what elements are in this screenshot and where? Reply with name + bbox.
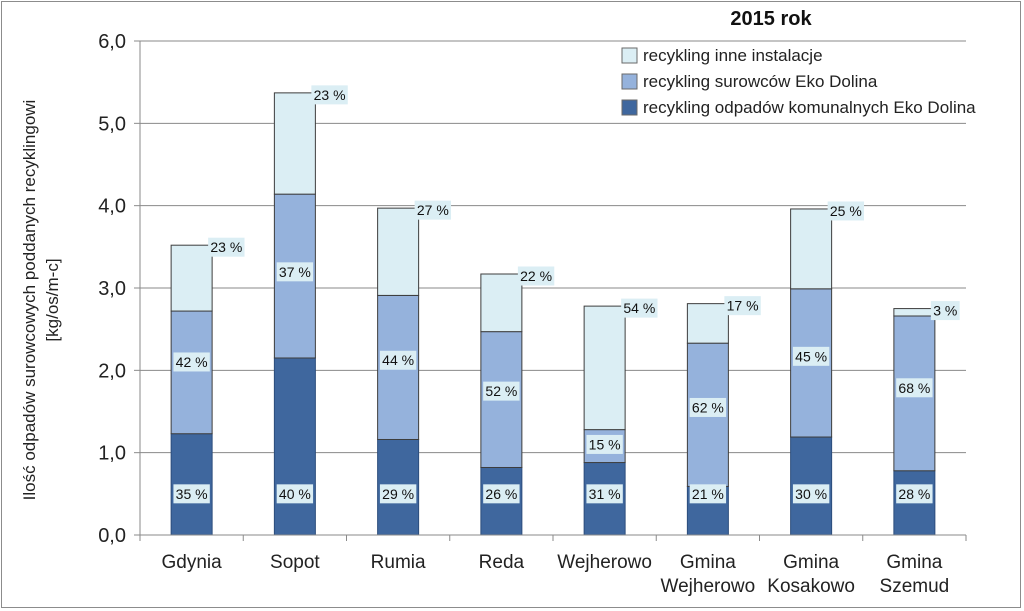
data-label: 52 % — [485, 383, 517, 399]
data-label-box — [208, 237, 245, 257]
y-tick-label: 6,0 — [98, 31, 126, 53]
bar-segment — [480, 273, 523, 333]
bar-segment — [273, 357, 316, 536]
data-label: 25 % — [830, 203, 862, 219]
axes: 0,0 1,0 2,0 3,0 4,0 5,0 6,0 Gdynia Sopot Rumia Red… — [98, 31, 967, 597]
data-label-box — [792, 346, 830, 366]
data-label-box — [483, 484, 520, 504]
data-label: 23 % — [210, 239, 242, 255]
legend-label-inne: recykling inne instalacje — [643, 46, 823, 65]
x-category-label: Wejherowo — [557, 552, 652, 573]
data-label-box — [586, 434, 623, 454]
x-category-label: Kosakowo — [767, 576, 855, 597]
data-label-box — [517, 266, 555, 286]
data-label-box — [930, 301, 960, 321]
y-tick-label: 3,0 — [98, 278, 126, 300]
y-axis-title-line-2: [kg/os/m-c] — [43, 258, 62, 341]
data-label: 35 % — [176, 486, 208, 502]
data-label: 37 % — [279, 264, 311, 280]
legend-swatch-komunalnych — [621, 99, 638, 116]
y-tick-label: 5,0 — [98, 113, 126, 135]
data-label: 62 % — [692, 399, 724, 415]
x-category-label: Gmina — [783, 552, 839, 573]
bar-segment — [790, 208, 833, 290]
chart-title: 2015 rok — [730, 8, 812, 30]
data-label: 27 % — [417, 202, 449, 218]
data-label-box — [621, 298, 658, 318]
data-label-box — [414, 200, 452, 220]
bar-segment — [893, 308, 936, 317]
data-label-box — [689, 397, 727, 417]
data-label: 21 % — [692, 486, 724, 502]
data-label: 23 % — [314, 87, 346, 103]
x-category-label: Gdynia — [162, 552, 223, 573]
bar-segment — [686, 303, 729, 344]
y-axis-title-line-1: Ilość odpadów surowcowych poddanych recy… — [20, 100, 39, 501]
bars — [170, 92, 936, 536]
data-label: 45 % — [795, 348, 827, 364]
data-label-box — [483, 381, 520, 401]
bar-segment — [170, 244, 213, 312]
data-label-box — [689, 484, 727, 504]
data-label-box — [896, 484, 933, 504]
bar-segment — [170, 310, 213, 435]
x-category-label: Wejherowo — [661, 576, 756, 597]
bar-segment — [583, 305, 626, 431]
data-label: 44 % — [382, 352, 414, 368]
legend: recykling inne instalacje recykling suro… — [621, 46, 976, 117]
data-label: 17 % — [727, 298, 759, 314]
y-tick-label: 1,0 — [98, 443, 126, 465]
data-label: 26 % — [485, 486, 517, 502]
x-category-label: Reda — [479, 552, 525, 573]
x-category-label: Rumia — [371, 552, 426, 573]
data-label-box — [173, 484, 210, 504]
y-tick-label: 2,0 — [98, 360, 126, 382]
bar-segment — [273, 92, 316, 195]
data-label: 54 % — [623, 300, 655, 316]
data-label-box — [896, 378, 933, 398]
x-category-label: Sopot — [270, 552, 320, 573]
data-label-box — [586, 484, 623, 504]
data-label-box — [792, 484, 830, 504]
data-label: 15 % — [589, 436, 621, 452]
y-tick-label: 4,0 — [98, 196, 126, 218]
legend-label-surowcow: recykling surowców Eko Dolina — [643, 72, 878, 91]
y-tick-label: 0,0 — [98, 525, 126, 547]
data-label: 42 % — [176, 354, 208, 370]
legend-swatch-surowcow — [621, 73, 638, 90]
data-label-box — [276, 484, 314, 504]
data-label-box — [379, 350, 417, 370]
x-category-label: Gmina — [680, 552, 736, 573]
data-label: 68 % — [898, 380, 930, 396]
data-label: 30 % — [795, 486, 827, 502]
data-label: 3 % — [933, 303, 957, 319]
x-category-label: Gmina — [886, 552, 942, 573]
data-label-box — [724, 296, 761, 316]
data-labels: 35 % 42 % 23 % 40 % 37 % 23 % 29 % 44 % 27 % 26 %… — [173, 85, 960, 504]
data-label: 31 % — [589, 486, 621, 502]
data-label: 22 % — [520, 268, 552, 284]
x-category-label: Szemud — [880, 576, 950, 597]
data-label-box — [173, 352, 210, 372]
data-label: 28 % — [898, 486, 930, 502]
y-axis-title: Ilość odpadów surowcowych poddanych recy… — [20, 100, 62, 501]
data-label: 40 % — [279, 486, 311, 502]
data-label-box — [311, 85, 348, 105]
legend-swatch-inne — [621, 47, 638, 64]
bar-segment — [377, 207, 420, 296]
data-label: 29 % — [382, 486, 414, 502]
data-label-box — [379, 484, 417, 504]
data-label-box — [276, 262, 314, 282]
legend-label-komunalnych: recykling odpadów komunalnych Eko Dolina — [643, 98, 976, 117]
data-label-box — [827, 201, 865, 221]
